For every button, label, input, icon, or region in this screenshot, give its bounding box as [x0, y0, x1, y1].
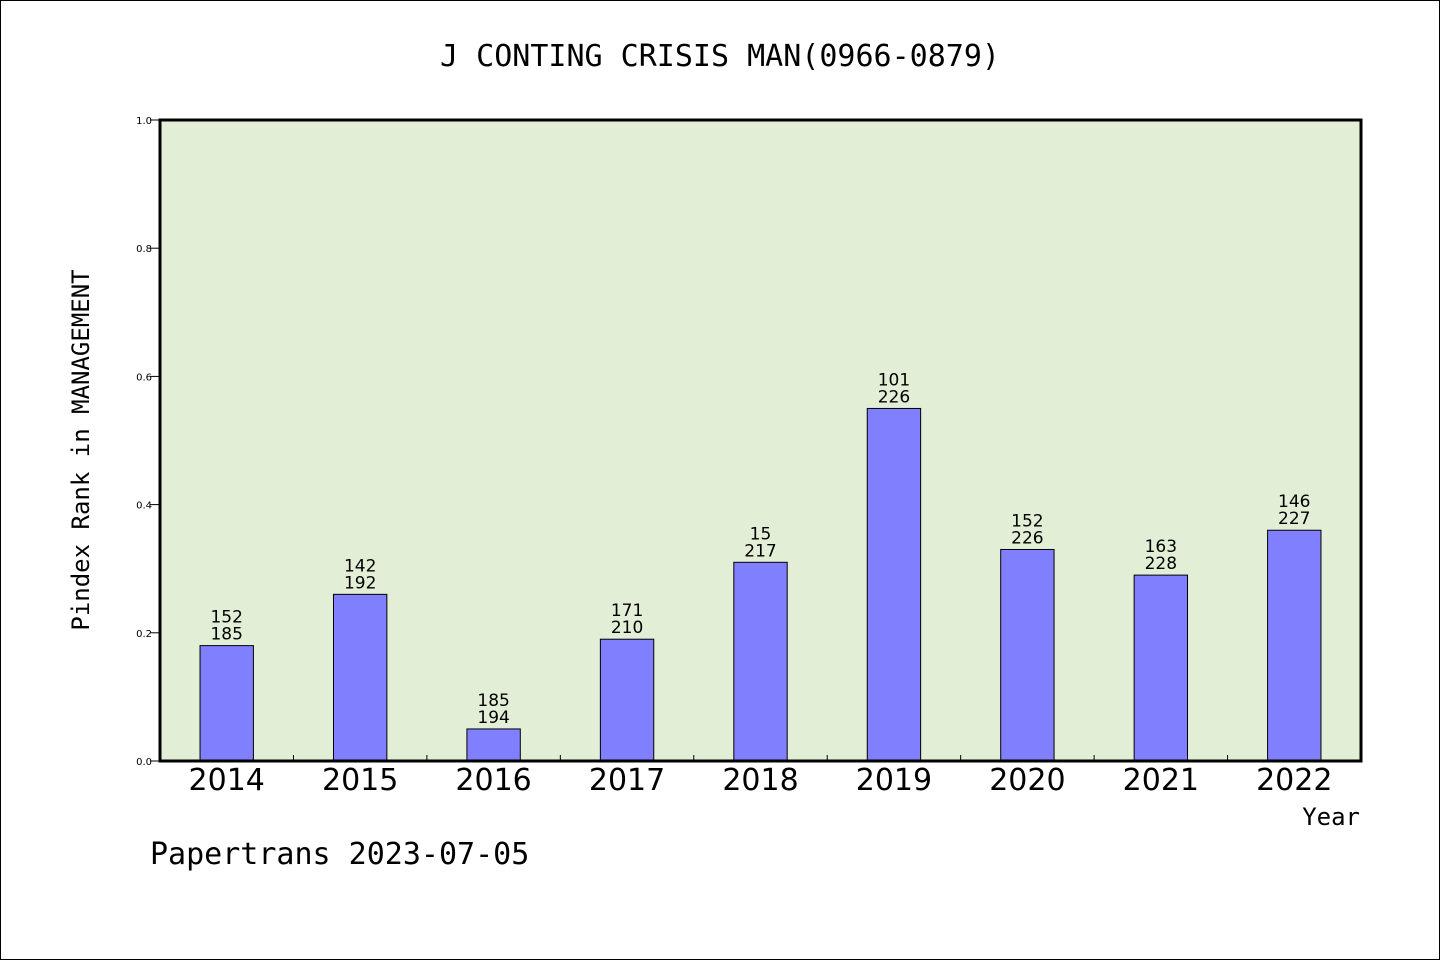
- bar: [332, 593, 388, 762]
- x-tick-label: 2017: [589, 763, 665, 798]
- data-label-top: 101: [878, 370, 910, 390]
- bar: [733, 561, 788, 762]
- y-axis-label: Pindex Rank in MANAGEMENT: [67, 269, 95, 630]
- x-axis-label: Year: [1302, 803, 1360, 831]
- data-label-bottom: 192: [344, 573, 376, 593]
- bar: [866, 407, 922, 762]
- data-label-bottom: 210: [611, 618, 643, 638]
- y-tick-label: 0.6: [136, 372, 152, 383]
- data-label-top: 171: [611, 601, 643, 621]
- data-label-top: 185: [477, 691, 509, 711]
- data-label-bottom: 227: [1278, 509, 1310, 529]
- y-tick-label: 1.0: [136, 116, 152, 127]
- y-tick-label: 0.4: [136, 501, 152, 512]
- x-tick-label: 2022: [1256, 763, 1332, 798]
- bar: [1000, 548, 1055, 762]
- data-label-bottom: 194: [477, 708, 509, 728]
- data-label-top: 163: [1145, 537, 1177, 557]
- bar: [466, 728, 521, 762]
- data-label-bottom: 217: [744, 541, 776, 561]
- data-label-bottom: 226: [878, 387, 910, 407]
- plot-border: [158, 118, 1363, 763]
- y-tick-label: 0.0: [136, 757, 152, 768]
- y-tick-label: 0.2: [136, 629, 152, 640]
- data-label-top: 142: [344, 556, 376, 576]
- x-tick-label: 2015: [322, 763, 398, 798]
- x-tick-label: 2016: [455, 763, 531, 798]
- data-label-bottom: 185: [210, 625, 242, 645]
- bar-series: [199, 407, 1322, 762]
- x-tick-label: 2021: [1123, 763, 1199, 798]
- data-label-top: 146: [1278, 492, 1310, 512]
- data-label-top: 15: [750, 524, 772, 544]
- data-label-bottom: 226: [1011, 528, 1043, 548]
- chart-title: J CONTING CRISIS MAN(0966-0879): [440, 39, 1000, 74]
- x-tick-label: 2020: [989, 763, 1065, 798]
- bar: [1267, 529, 1322, 762]
- x-tick-label: 2019: [856, 763, 932, 798]
- y-tick-label: 0.8: [136, 244, 152, 255]
- bar: [1133, 574, 1189, 762]
- bar: [599, 638, 655, 762]
- x-tick-label: 2014: [189, 763, 265, 798]
- x-tick-label: 2018: [722, 763, 798, 798]
- data-label-top: 152: [210, 608, 242, 628]
- data-label-top: 152: [1011, 511, 1043, 531]
- data-label-bottom: 228: [1145, 554, 1177, 574]
- bar: [199, 645, 254, 762]
- y-axis: 0.0 0.2 0.4 0.6 0.8 1.0: [136, 116, 160, 768]
- data-labels: 1521851421921851941712101521710122615222…: [210, 370, 1310, 728]
- x-axis: 2014 2015 2016 2017 2018 2019 2020 2021 2022: [189, 755, 1332, 798]
- footer-credit: Papertrans 2023-07-05: [150, 837, 529, 872]
